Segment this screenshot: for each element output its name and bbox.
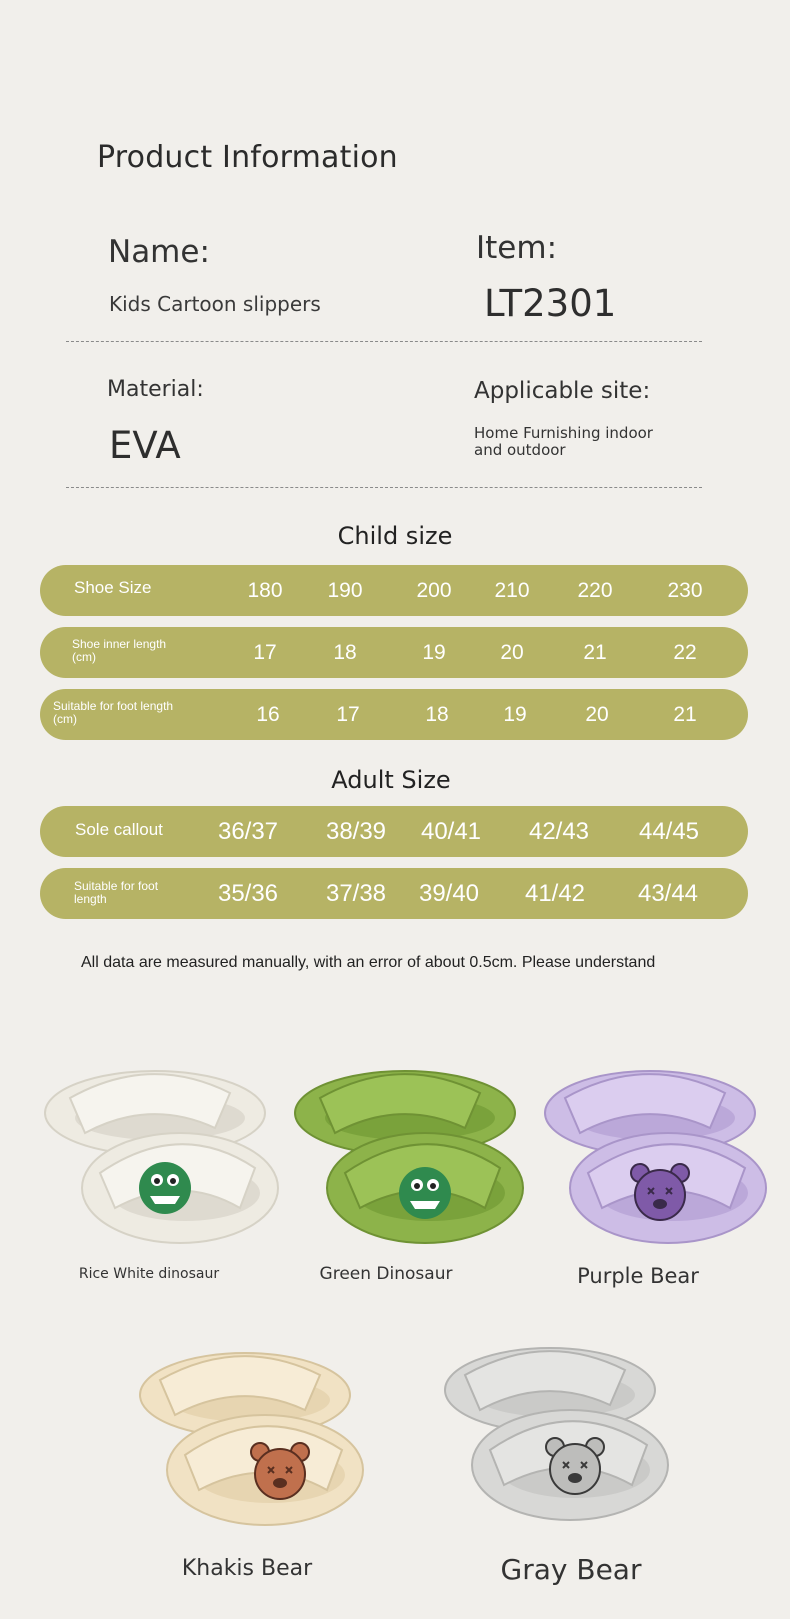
size-cell: 19 — [503, 703, 527, 726]
size-cell: 18 — [425, 703, 449, 726]
product-caption: Rice White dinosaur — [78, 1266, 220, 1282]
product-caption: Khakis Bear — [181, 1556, 313, 1581]
size-cell: 19 — [422, 641, 446, 664]
product-caption: Gray Bear — [500, 1553, 642, 1586]
dinosaur-icon — [399, 1167, 451, 1219]
size-cell: 36/37 — [217, 818, 279, 845]
name-label: Name: — [108, 234, 210, 270]
size-row-sole-callout: Sole callout 36/37 38/39 40/41 42/43 44/… — [40, 806, 748, 857]
row-label: Suitable for foot length — [74, 880, 158, 906]
row-label-line: (cm) — [53, 712, 77, 726]
site-label: Applicable site: — [474, 378, 651, 404]
site-value: Home Furnishing indoor and outdoor — [474, 425, 653, 459]
item-value: LT2301 — [484, 282, 617, 325]
size-cell: 41/42 — [524, 880, 586, 907]
measurement-note: All data are measured manually, with an … — [81, 954, 656, 971]
size-row-inner-length: Shoe inner length (cm) 17 18 19 20 21 22 — [40, 627, 748, 678]
size-cell: 43/44 — [637, 880, 699, 907]
size-cell: 38/39 — [325, 818, 387, 845]
row-label-line: Shoe inner length — [72, 637, 167, 651]
bear-icon — [630, 1163, 690, 1221]
product-caption: Green Dinosaur — [319, 1264, 453, 1284]
row-label-line: (cm) — [72, 650, 96, 664]
size-cell: 39/40 — [418, 880, 480, 907]
size-cell: 35/36 — [217, 880, 279, 907]
site-value-line: and outdoor — [474, 441, 566, 459]
divider — [66, 487, 702, 488]
product-image-rice-white-dinosaur[interactable] — [40, 1058, 280, 1253]
size-cell: 40/41 — [420, 818, 482, 845]
product-caption: Purple Bear — [577, 1264, 699, 1288]
product-image-purple-bear[interactable] — [540, 1058, 780, 1253]
row-label: Shoe inner length (cm) — [72, 638, 166, 664]
size-row-adult-foot-length: Suitable for foot length 35/36 37/38 39/… — [40, 868, 748, 919]
size-cell: 21 — [583, 641, 607, 664]
dinosaur-icon — [139, 1162, 191, 1214]
site-value-line: Home Furnishing indoor — [474, 424, 653, 442]
size-cell: 21 — [673, 703, 697, 726]
size-cell: 220 — [577, 579, 613, 602]
name-value: Kids Cartoon slippers — [109, 292, 321, 316]
size-cell: 22 — [673, 641, 697, 664]
size-cell: 17 — [253, 641, 277, 664]
size-cell: 18 — [333, 641, 357, 664]
row-label: Sole callout — [75, 820, 163, 839]
row-label: Suitable for foot length (cm) — [53, 700, 173, 726]
size-cell: 42/43 — [528, 818, 590, 845]
product-image-gray-bear[interactable] — [440, 1335, 680, 1530]
size-cell: 37/38 — [325, 880, 387, 907]
size-cell: 17 — [336, 703, 360, 726]
size-row-shoe-size: Shoe Size 180 190 200 210 220 230 — [40, 565, 748, 616]
row-label-line: Suitable for foot length — [53, 699, 174, 713]
bear-icon — [545, 1437, 605, 1495]
size-cell: 230 — [667, 579, 703, 602]
size-cell: 180 — [247, 579, 283, 602]
product-image-green-dinosaur[interactable] — [290, 1058, 530, 1253]
row-label-line: length — [74, 892, 107, 906]
material-value: EVA — [109, 424, 181, 467]
size-cell: 20 — [585, 703, 609, 726]
size-cell: 210 — [494, 579, 530, 602]
size-cell: 20 — [500, 641, 524, 664]
size-cell: 16 — [256, 703, 280, 726]
adult-size-title: Adult Size — [331, 766, 451, 794]
size-row-foot-length: Suitable for foot length (cm) 16 17 18 1… — [40, 689, 748, 740]
size-cell: 200 — [416, 579, 452, 602]
size-cell: 44/45 — [638, 818, 700, 845]
item-label: Item: — [476, 230, 558, 266]
row-label-line: Suitable for foot — [74, 879, 159, 893]
product-image-khakis-bear[interactable] — [135, 1340, 375, 1535]
bear-icon — [250, 1442, 310, 1500]
page-title: Product Information — [97, 140, 398, 175]
child-size-title: Child size — [337, 522, 453, 550]
row-label: Shoe Size — [74, 578, 152, 597]
divider — [66, 341, 702, 342]
size-cell: 190 — [327, 579, 363, 602]
material-label: Material: — [107, 377, 204, 402]
